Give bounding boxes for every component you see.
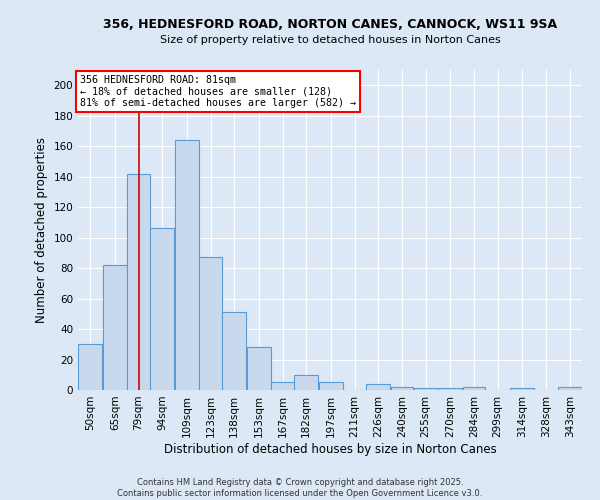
Y-axis label: Number of detached properties: Number of detached properties: [35, 137, 48, 323]
Text: Contains HM Land Registry data © Crown copyright and database right 2025.
Contai: Contains HM Land Registry data © Crown c…: [118, 478, 482, 498]
X-axis label: Distribution of detached houses by size in Norton Canes: Distribution of detached houses by size …: [164, 442, 496, 456]
Bar: [510, 388, 534, 390]
Bar: [391, 387, 413, 390]
Bar: [150, 228, 175, 390]
Bar: [247, 348, 271, 390]
Bar: [127, 174, 150, 390]
Bar: [414, 388, 438, 390]
Bar: [558, 387, 582, 390]
Bar: [222, 312, 246, 390]
Bar: [319, 382, 343, 390]
Text: 356, HEDNESFORD ROAD, NORTON CANES, CANNOCK, WS11 9SA: 356, HEDNESFORD ROAD, NORTON CANES, CANN…: [103, 18, 557, 30]
Bar: [175, 140, 199, 390]
Bar: [366, 384, 391, 390]
Text: Size of property relative to detached houses in Norton Canes: Size of property relative to detached ho…: [160, 35, 500, 45]
Bar: [294, 375, 319, 390]
Text: 356 HEDNESFORD ROAD: 81sqm
← 18% of detached houses are smaller (128)
81% of sem: 356 HEDNESFORD ROAD: 81sqm ← 18% of deta…: [80, 74, 356, 108]
Bar: [103, 265, 127, 390]
Bar: [463, 387, 485, 390]
Bar: [199, 258, 222, 390]
Bar: [78, 344, 103, 390]
Bar: [271, 382, 294, 390]
Bar: [438, 388, 462, 390]
